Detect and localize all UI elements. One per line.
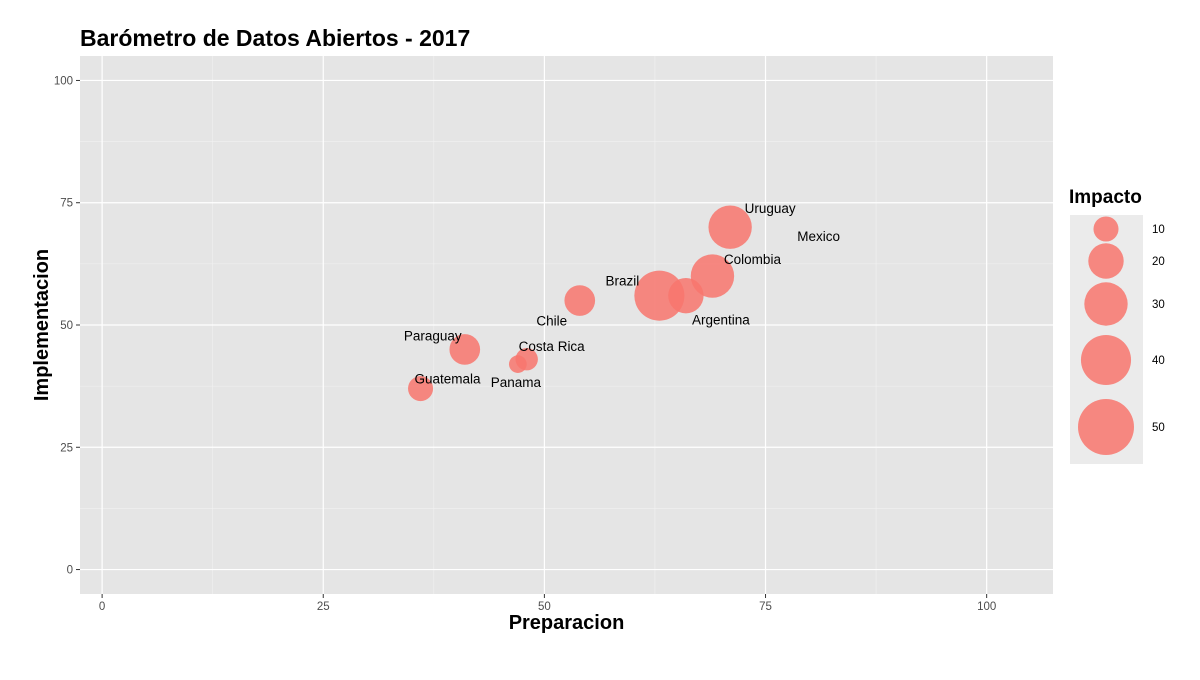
y-tick-label: 50 bbox=[60, 320, 73, 332]
y-tick-label: 75 bbox=[60, 198, 73, 210]
data-points bbox=[408, 205, 752, 402]
y-tick-label: 100 bbox=[54, 75, 73, 87]
label-paraguay: Paraguay bbox=[404, 328, 462, 343]
label-colombia: Colombia bbox=[724, 252, 782, 267]
label-costa-rica: Costa Rica bbox=[519, 339, 586, 354]
bubble-chile bbox=[564, 285, 596, 316]
bubble-uruguay bbox=[708, 205, 752, 249]
label-chile: Chile bbox=[536, 314, 567, 329]
legend-label-10: 10 bbox=[1152, 224, 1165, 236]
bubble-brazil bbox=[634, 270, 685, 321]
legend-label-50: 50 bbox=[1152, 422, 1165, 434]
label-mexico: Mexico bbox=[797, 229, 840, 244]
bubble-colombia bbox=[690, 254, 735, 298]
label-guatemala: Guatemala bbox=[415, 372, 482, 387]
legend-label-40: 40 bbox=[1152, 355, 1165, 367]
legend-items: 10 20 30 40 50 bbox=[1078, 216, 1165, 455]
legend-title: Impacto bbox=[1069, 187, 1142, 208]
bubble-paraguay bbox=[449, 334, 481, 365]
bubble-guatemala bbox=[408, 376, 434, 402]
y-tick-label: 25 bbox=[60, 442, 73, 454]
chart-title: Barómetro de Datos Abiertos - 2017 bbox=[80, 25, 470, 51]
x-axis-title: Preparacion bbox=[509, 612, 625, 634]
bubble-panama bbox=[508, 355, 527, 373]
x-tick-label: 50 bbox=[538, 601, 551, 613]
x-tick-label: 75 bbox=[759, 601, 772, 613]
legend-key-20 bbox=[1088, 243, 1124, 279]
label-argentina: Argentina bbox=[692, 313, 750, 328]
label-panama: Panama bbox=[491, 375, 542, 390]
legend-key-40 bbox=[1080, 334, 1132, 386]
grid-lines bbox=[80, 56, 1053, 594]
legend: Impacto 10 20 30 40 50 bbox=[1069, 187, 1165, 464]
x-tick-label: 100 bbox=[977, 601, 996, 613]
x-tick-label: 25 bbox=[317, 601, 330, 613]
label-brazil: Brazil bbox=[605, 274, 639, 289]
axis-ticks: 0 25 50 75 100 0 25 50 75 100 bbox=[54, 75, 996, 613]
legend-key-10 bbox=[1093, 216, 1119, 242]
legend-label-30: 30 bbox=[1152, 299, 1165, 311]
y-tick-label: 0 bbox=[67, 565, 73, 577]
y-axis-title: Implementacion bbox=[31, 249, 53, 401]
label-uruguay: Uruguay bbox=[745, 201, 796, 216]
legend-key-30 bbox=[1084, 282, 1128, 326]
legend-label-20: 20 bbox=[1152, 256, 1165, 268]
x-tick-label: 0 bbox=[99, 601, 105, 613]
bubble-argentina bbox=[668, 277, 704, 314]
legend-key-50 bbox=[1078, 399, 1134, 455]
